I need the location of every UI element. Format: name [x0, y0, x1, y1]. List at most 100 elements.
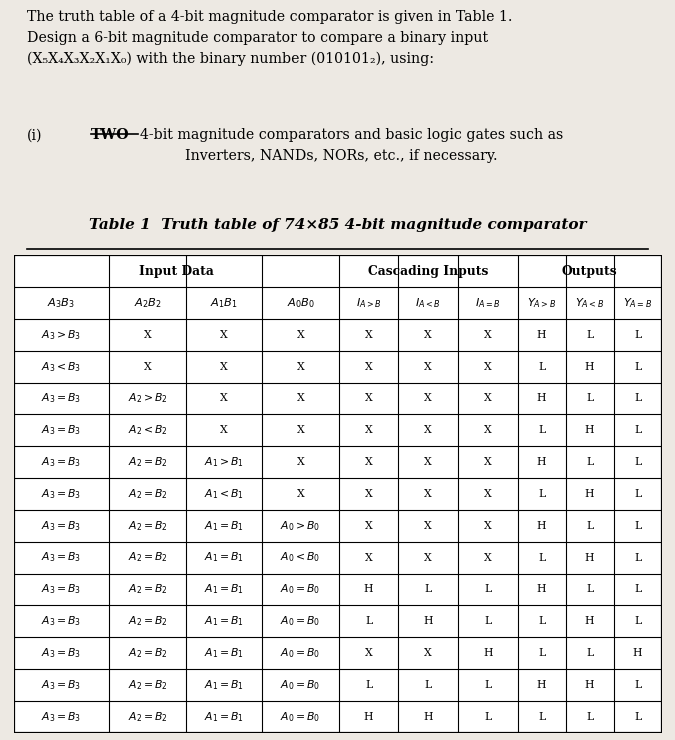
Text: $A_3=B_3$: $A_3=B_3$	[41, 551, 82, 565]
Text: $A_2=B_2$: $A_2=B_2$	[128, 582, 167, 596]
Text: X: X	[484, 457, 491, 467]
Text: L: L	[484, 680, 491, 690]
Text: L: L	[538, 712, 545, 722]
Text: $A_2=B_2$: $A_2=B_2$	[128, 519, 167, 533]
Text: $A_2=B_2$: $A_2=B_2$	[128, 614, 167, 628]
Text: $A_1=B_1$: $A_1=B_1$	[204, 582, 244, 596]
Text: $A_0=B_0$: $A_0=B_0$	[280, 582, 321, 596]
Text: L: L	[538, 489, 545, 499]
Text: H: H	[537, 585, 546, 594]
Text: $A_3B_3$: $A_3B_3$	[47, 296, 76, 310]
Text: X: X	[484, 521, 491, 531]
Text: L: L	[586, 394, 593, 403]
Text: $A_0<B_0$: $A_0<B_0$	[280, 551, 321, 565]
Text: L: L	[634, 585, 641, 594]
Text: X: X	[484, 394, 491, 403]
Text: H: H	[364, 585, 373, 594]
Text: L: L	[365, 680, 372, 690]
Text: H: H	[585, 616, 594, 626]
Text: L: L	[538, 616, 545, 626]
Text: L: L	[634, 680, 641, 690]
Text: X: X	[220, 330, 228, 340]
Text: L: L	[634, 330, 641, 340]
Text: X: X	[425, 362, 432, 371]
Text: H: H	[585, 553, 594, 562]
Text: H: H	[423, 712, 433, 722]
Text: X: X	[425, 489, 432, 499]
Text: $A_1<B_1$: $A_1<B_1$	[204, 487, 244, 501]
Text: H: H	[585, 362, 594, 371]
Text: Input Data: Input Data	[138, 265, 213, 278]
Text: $A_1>B_1$: $A_1>B_1$	[204, 455, 244, 469]
Text: X: X	[364, 362, 373, 371]
Text: X: X	[297, 489, 304, 499]
Text: H: H	[537, 330, 546, 340]
Text: L: L	[538, 648, 545, 658]
Text: $A_3=B_3$: $A_3=B_3$	[41, 646, 82, 660]
Text: $A_1B_1$: $A_1B_1$	[210, 296, 238, 310]
Text: 4-bit magnitude comparators and basic logic gates such as
          Inverters, N: 4-bit magnitude comparators and basic lo…	[140, 129, 564, 163]
Text: $A_1=B_1$: $A_1=B_1$	[204, 646, 244, 660]
Text: H: H	[585, 489, 594, 499]
Text: $A_0=B_0$: $A_0=B_0$	[280, 678, 321, 692]
Text: L: L	[634, 553, 641, 562]
Text: X: X	[425, 457, 432, 467]
Text: $A_3=B_3$: $A_3=B_3$	[41, 455, 82, 469]
Text: H: H	[537, 457, 546, 467]
Text: Outputs: Outputs	[562, 265, 618, 278]
Text: $A_0>B_0$: $A_0>B_0$	[280, 519, 321, 533]
Text: Table 1  Truth table of 74×85 4-bit magnitude comparator: Table 1 Truth table of 74×85 4-bit magni…	[88, 218, 587, 232]
Text: X: X	[297, 457, 304, 467]
Text: Cascading Inputs: Cascading Inputs	[368, 265, 489, 278]
Text: H: H	[423, 616, 433, 626]
Text: $I_{A<B}$: $I_{A<B}$	[415, 296, 441, 310]
Text: X: X	[425, 521, 432, 531]
Text: H: H	[364, 712, 373, 722]
Text: L: L	[634, 712, 641, 722]
Text: $A_0=B_0$: $A_0=B_0$	[280, 710, 321, 724]
Text: L: L	[425, 585, 432, 594]
Text: $A_0=B_0$: $A_0=B_0$	[280, 614, 321, 628]
Text: $A_2=B_2$: $A_2=B_2$	[128, 646, 167, 660]
Text: $A_3<B_3$: $A_3<B_3$	[41, 360, 82, 374]
Text: X: X	[484, 330, 491, 340]
Text: L: L	[586, 330, 593, 340]
Text: X: X	[484, 425, 491, 435]
Text: $A_3=B_3$: $A_3=B_3$	[41, 519, 82, 533]
Text: $Y_{A=B}$: $Y_{A=B}$	[623, 296, 652, 310]
Text: X: X	[484, 362, 491, 371]
Text: $A_2>B_2$: $A_2>B_2$	[128, 391, 167, 406]
Text: X: X	[144, 330, 151, 340]
Text: H: H	[585, 425, 594, 435]
Text: $I_{A>B}$: $I_{A>B}$	[356, 296, 381, 310]
Text: X: X	[425, 553, 432, 562]
Text: $A_3=B_3$: $A_3=B_3$	[41, 614, 82, 628]
Text: X: X	[425, 330, 432, 340]
Text: L: L	[538, 362, 545, 371]
Text: $A_2=B_2$: $A_2=B_2$	[128, 487, 167, 501]
Text: $A_3=B_3$: $A_3=B_3$	[41, 391, 82, 406]
Text: X: X	[144, 362, 151, 371]
Text: X: X	[297, 425, 304, 435]
Text: X: X	[364, 521, 373, 531]
Text: L: L	[634, 394, 641, 403]
Text: X: X	[425, 425, 432, 435]
Text: $Y_{A>B}$: $Y_{A>B}$	[527, 296, 556, 310]
Text: L: L	[484, 712, 491, 722]
Text: $A_0=B_0$: $A_0=B_0$	[280, 646, 321, 660]
Text: L: L	[634, 489, 641, 499]
Text: X: X	[364, 330, 373, 340]
Text: L: L	[634, 457, 641, 467]
Text: $A_3>B_3$: $A_3>B_3$	[41, 328, 82, 342]
Text: H: H	[585, 680, 594, 690]
Text: H: H	[483, 648, 493, 658]
Text: L: L	[586, 648, 593, 658]
Text: L: L	[586, 585, 593, 594]
Text: X: X	[297, 330, 304, 340]
Text: $A_1=B_1$: $A_1=B_1$	[204, 614, 244, 628]
Text: L: L	[538, 425, 545, 435]
Text: $A_3=B_3$: $A_3=B_3$	[41, 423, 82, 437]
Text: $A_2=B_2$: $A_2=B_2$	[128, 710, 167, 724]
Text: X: X	[364, 425, 373, 435]
Text: H: H	[537, 521, 546, 531]
